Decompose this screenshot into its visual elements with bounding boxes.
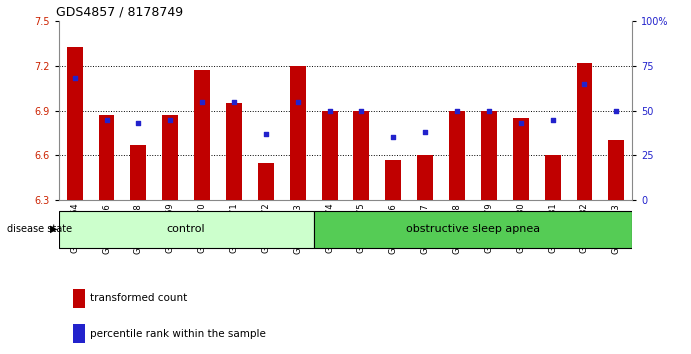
Bar [576,63,592,200]
Point [483,108,494,113]
Point [388,135,399,140]
Point [69,76,80,81]
Bar [481,110,497,200]
Bar [354,110,370,200]
Text: disease state: disease state [7,224,72,234]
Bar [513,118,529,200]
Point [451,108,462,113]
Point [611,108,622,113]
Point [292,99,303,104]
FancyBboxPatch shape [314,211,632,247]
Bar [386,160,401,200]
Point [101,117,112,122]
Text: percentile rank within the sample: percentile rank within the sample [90,329,266,339]
FancyBboxPatch shape [59,211,314,247]
Bar [194,70,210,200]
Bar [545,155,560,200]
Text: ▶: ▶ [50,224,58,234]
Point [164,117,176,122]
Point [419,129,430,135]
Point [196,99,207,104]
Point [133,120,144,126]
Text: GDS4857 / 8178749: GDS4857 / 8178749 [56,6,183,19]
Bar [321,110,337,200]
Text: obstructive sleep apnea: obstructive sleep apnea [406,224,540,234]
Point [229,99,240,104]
Bar [608,141,624,200]
Bar [131,145,146,200]
Text: transformed count: transformed count [90,293,187,303]
Point [515,120,527,126]
Point [324,108,335,113]
Bar [417,155,433,200]
Bar [258,163,274,200]
Bar [67,47,83,200]
Bar [162,115,178,200]
Point [356,108,367,113]
Point [579,81,590,87]
Point [261,131,272,137]
Bar [226,103,242,200]
Bar [290,66,305,200]
Bar [449,110,465,200]
Bar [99,115,115,200]
Point [547,117,558,122]
Text: control: control [167,224,205,234]
